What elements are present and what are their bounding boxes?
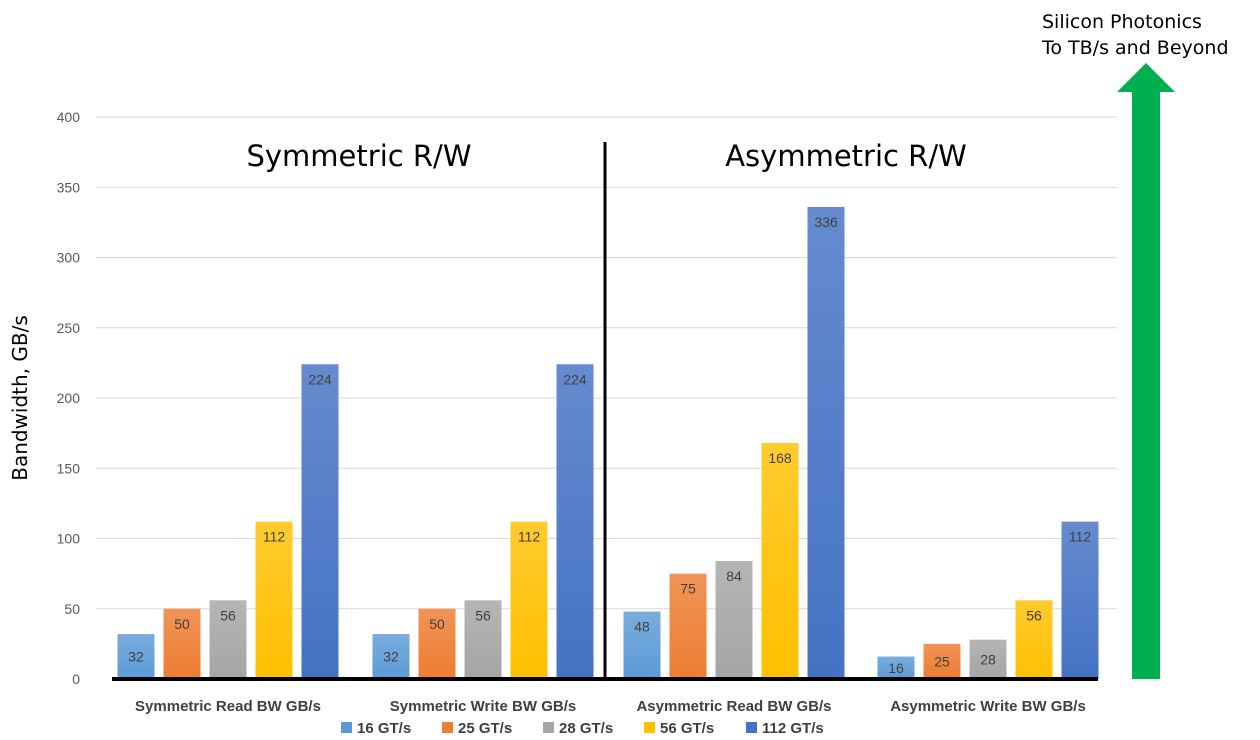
bar [877,656,915,679]
section-title-asymmetric: Asymmetric R/W [725,139,967,173]
y-tick-label: 100 [57,531,81,547]
bar [464,600,502,679]
bar [1015,600,1053,679]
bar-value-label: 224 [563,371,587,387]
bar-value-label: 112 [1069,529,1092,545]
bar [807,206,845,680]
bar [669,573,707,679]
legend-swatch [644,722,655,733]
bar [163,608,201,679]
bar-value-label: 50 [429,616,445,632]
y-tick-label: 50 [64,601,80,617]
y-axis-label: Bandwidth, GB/s [8,315,32,481]
bar-value-label: 168 [768,450,792,466]
bar [372,634,410,679]
y-tick-label: 300 [57,250,81,266]
bar-value-label: 84 [726,568,742,584]
bar-value-label: 112 [263,529,286,545]
bar [1061,521,1099,679]
y-tick-label: 350 [57,179,81,195]
bar [301,364,339,679]
legend-label: 28 GT/s [559,720,613,737]
x-category-label: Asymmetric Write BW GB/s [890,698,1086,715]
bar [255,521,293,679]
y-tick-label: 0 [72,671,80,687]
bar [556,364,594,679]
legend-label: 112 GT/s [762,720,824,737]
bar-value-label: 224 [308,371,332,387]
bar-value-label: 32 [128,649,144,665]
annotation-line-1: Silicon Photonics [1042,11,1202,33]
bar-value-label: 25 [934,653,950,669]
bar-value-label: 56 [475,607,491,623]
bar [969,639,1007,679]
legend-label: 25 GT/s [458,720,512,737]
bar-value-label: 56 [220,607,236,623]
legend-label: 56 GT/s [660,720,714,737]
y-tick-label: 400 [57,109,81,125]
legend-swatch [746,722,757,733]
legend-label: 16 GT/s [357,720,411,737]
bar [510,521,548,679]
x-category-label: Asymmetric Read BW GB/s [636,698,831,715]
silicon-photonics-annotation: Silicon Photonics To TB/s and Beyond [1042,9,1229,61]
y-tick-label: 150 [57,460,81,476]
x-category-label: Symmetric Read BW GB/s [135,698,321,715]
bar-value-label: 16 [888,660,904,676]
annotation-line-2: To TB/s and Beyond [1042,37,1229,59]
legend-swatch [442,722,453,733]
bar [117,634,155,679]
x-category-label: Symmetric Write BW GB/s [390,698,576,715]
bars: 32 50 56 112 224 32 50 56 112 224 48 75 84 168 336 16 25… [117,206,1099,680]
bar-value-label: 336 [814,214,838,230]
x-axis-categories: Symmetric Read BW GB/s Symmetric Write BW… [135,698,1086,715]
bar-value-label: 56 [1026,607,1042,623]
legend-swatch [543,722,554,733]
bar-value-label: 50 [174,616,190,632]
bar-value-label: 112 [518,529,541,545]
bar-value-label: 48 [634,619,650,635]
y-tick-label: 250 [57,320,81,336]
y-tick-label: 200 [57,390,81,406]
legend: 16 GT/s 25 GT/s 28 GT/s 56 GT/s 112 GT/s [341,720,824,737]
bar-value-label: 32 [383,649,399,665]
y-axis-ticks: 0 50 100 150 200 250 300 350 400 [57,109,81,687]
bar [418,608,456,679]
bar [761,442,799,679]
bar [715,560,753,679]
up-arrow-icon [1117,63,1175,679]
bar [209,600,247,679]
legend-swatch [341,722,352,733]
bar [923,643,961,679]
bar-value-label: 28 [980,651,996,667]
bar [623,611,661,679]
section-title-symmetric: Symmetric R/W [246,139,471,173]
bar-value-label: 75 [680,581,696,597]
